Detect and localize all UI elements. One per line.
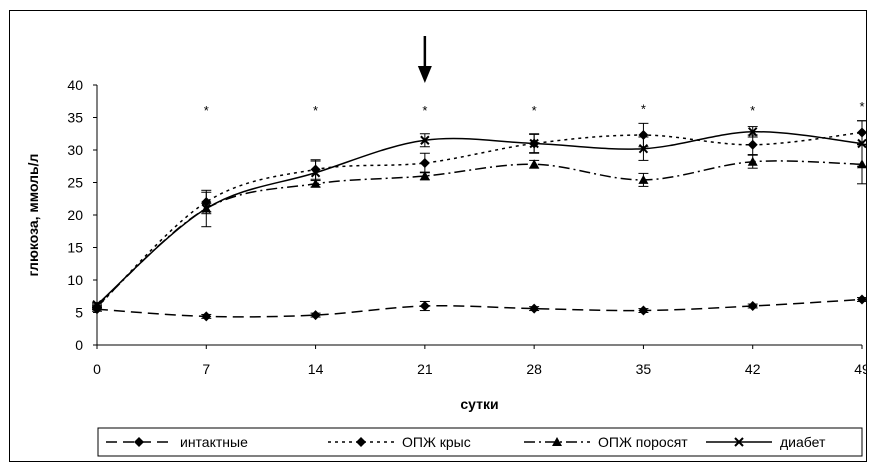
legend-label: диабет — [780, 434, 826, 450]
significance-star: * — [641, 101, 646, 116]
y-tick-label: 20 — [67, 207, 83, 223]
y-tick-label: 15 — [67, 240, 83, 256]
legend-label: интактные — [180, 434, 248, 450]
x-tick-label: 14 — [308, 361, 324, 377]
series-1-point — [419, 301, 430, 311]
y-tick-label: 25 — [67, 175, 83, 191]
annotations: * * * * * * * — [204, 36, 865, 118]
significance-star: * — [422, 103, 427, 118]
y-tick-label: 10 — [67, 272, 83, 288]
arrow-down-icon — [417, 36, 432, 83]
series-1-point — [310, 310, 321, 321]
x-tick-label: 21 — [417, 361, 433, 377]
series-3-line — [96, 160, 863, 307]
legend-label: ОПЖ крыс — [402, 434, 471, 450]
series-1-point — [638, 305, 649, 316]
x-tick-label: 0 — [93, 361, 101, 377]
series-4-line — [96, 131, 863, 306]
series-3-point — [529, 159, 540, 169]
series-1-point — [747, 301, 758, 311]
series-4-point — [529, 138, 539, 149]
series-2-point — [638, 130, 649, 141]
x-tick-label: 28 — [526, 361, 542, 377]
series-4-point — [638, 143, 649, 154]
series-1-point — [201, 311, 212, 322]
series-3-point — [638, 174, 649, 184]
series-4-point — [310, 168, 321, 178]
significance-star: * — [204, 103, 209, 118]
legend-marker — [552, 437, 562, 446]
significance-star: * — [532, 103, 537, 118]
legend-label: ОПЖ поросят — [598, 434, 688, 450]
series-1-point — [857, 294, 866, 305]
series-4-point — [92, 299, 102, 310]
series-4-point — [420, 135, 430, 145]
series-1-line — [96, 298, 863, 318]
y-axis-title: глюкоза, ммоль/л — [25, 154, 41, 277]
series-2-point — [419, 158, 430, 168]
plot-area — [92, 120, 866, 322]
series-4-point — [857, 138, 866, 149]
y-tick-label: 30 — [67, 142, 83, 158]
series-3-point — [419, 171, 430, 180]
x-tick-label: 49 — [854, 361, 866, 377]
glucose-line-chart: 0 5 10 15 20 25 30 35 40 0 7 14 21 28 35 42 49 * * * * * * * с… — [25, 36, 866, 457]
series-3-point — [747, 156, 758, 166]
legend-marker — [356, 437, 366, 447]
axes: 0 5 10 15 20 25 30 35 40 0 7 14 21 28 35 42 49 — [67, 77, 866, 377]
x-axis-title: сутки — [460, 396, 498, 412]
legend: интактные ОПЖ крыс ОПЖ поросят диабет — [97, 427, 863, 457]
series-4-point — [201, 203, 211, 214]
y-tick-label: 0 — [75, 337, 83, 353]
x-tick-label: 35 — [636, 361, 652, 377]
y-tick-label: 5 — [75, 305, 83, 321]
series-2-line — [96, 131, 863, 308]
y-tick-label: 40 — [67, 77, 83, 93]
legend-marker — [734, 437, 744, 447]
series-4-point — [748, 127, 758, 137]
x-tick-label: 7 — [202, 361, 210, 377]
series-2-point — [747, 139, 758, 150]
chart-frame: 0 5 10 15 20 25 30 35 40 0 7 14 21 28 35 42 49 * * * * * * * с… — [9, 10, 867, 462]
significance-star: * — [750, 103, 755, 118]
significance-star: * — [313, 103, 318, 118]
x-tick-label: 42 — [745, 361, 761, 377]
y-tick-label: 35 — [67, 110, 83, 126]
significance-star: * — [859, 99, 864, 114]
legend-marker — [134, 437, 144, 447]
series-1-point — [529, 303, 540, 314]
